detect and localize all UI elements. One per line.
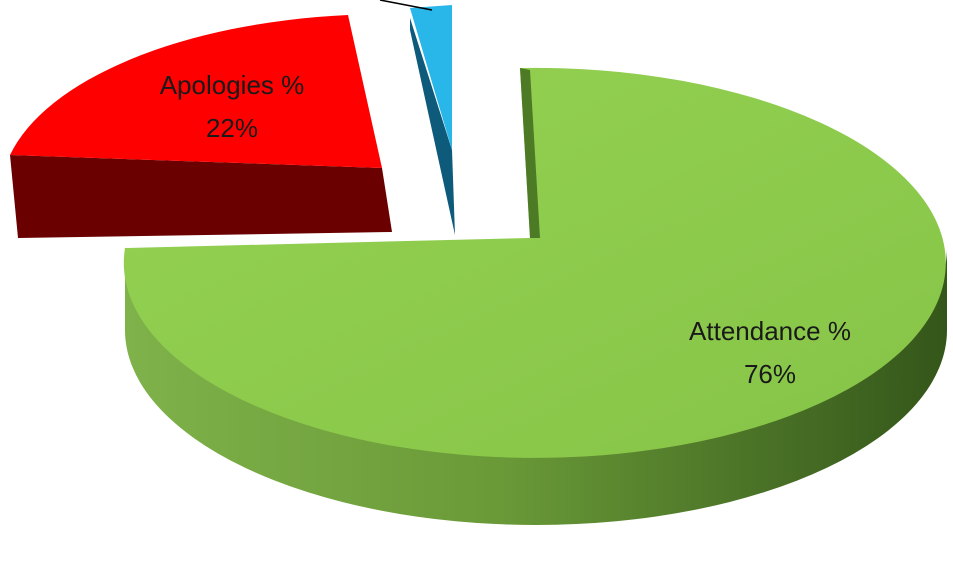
label-attendance-name: Attendance % xyxy=(689,316,851,346)
slice-attendance-side xyxy=(125,248,947,525)
slice-attendance-top xyxy=(123,67,946,458)
label-apologies-name: Apologies % xyxy=(160,70,305,100)
label-attendance-value: 76% xyxy=(744,359,796,389)
slice-other-top xyxy=(410,5,452,150)
slice-attendance-cut xyxy=(520,68,540,238)
slice-apologies-top xyxy=(10,15,382,168)
leader-line xyxy=(379,0,433,11)
slice-apologies-side xyxy=(10,155,392,238)
label-apologies-value: 22% xyxy=(206,113,258,143)
slice-other-side xyxy=(410,18,455,235)
